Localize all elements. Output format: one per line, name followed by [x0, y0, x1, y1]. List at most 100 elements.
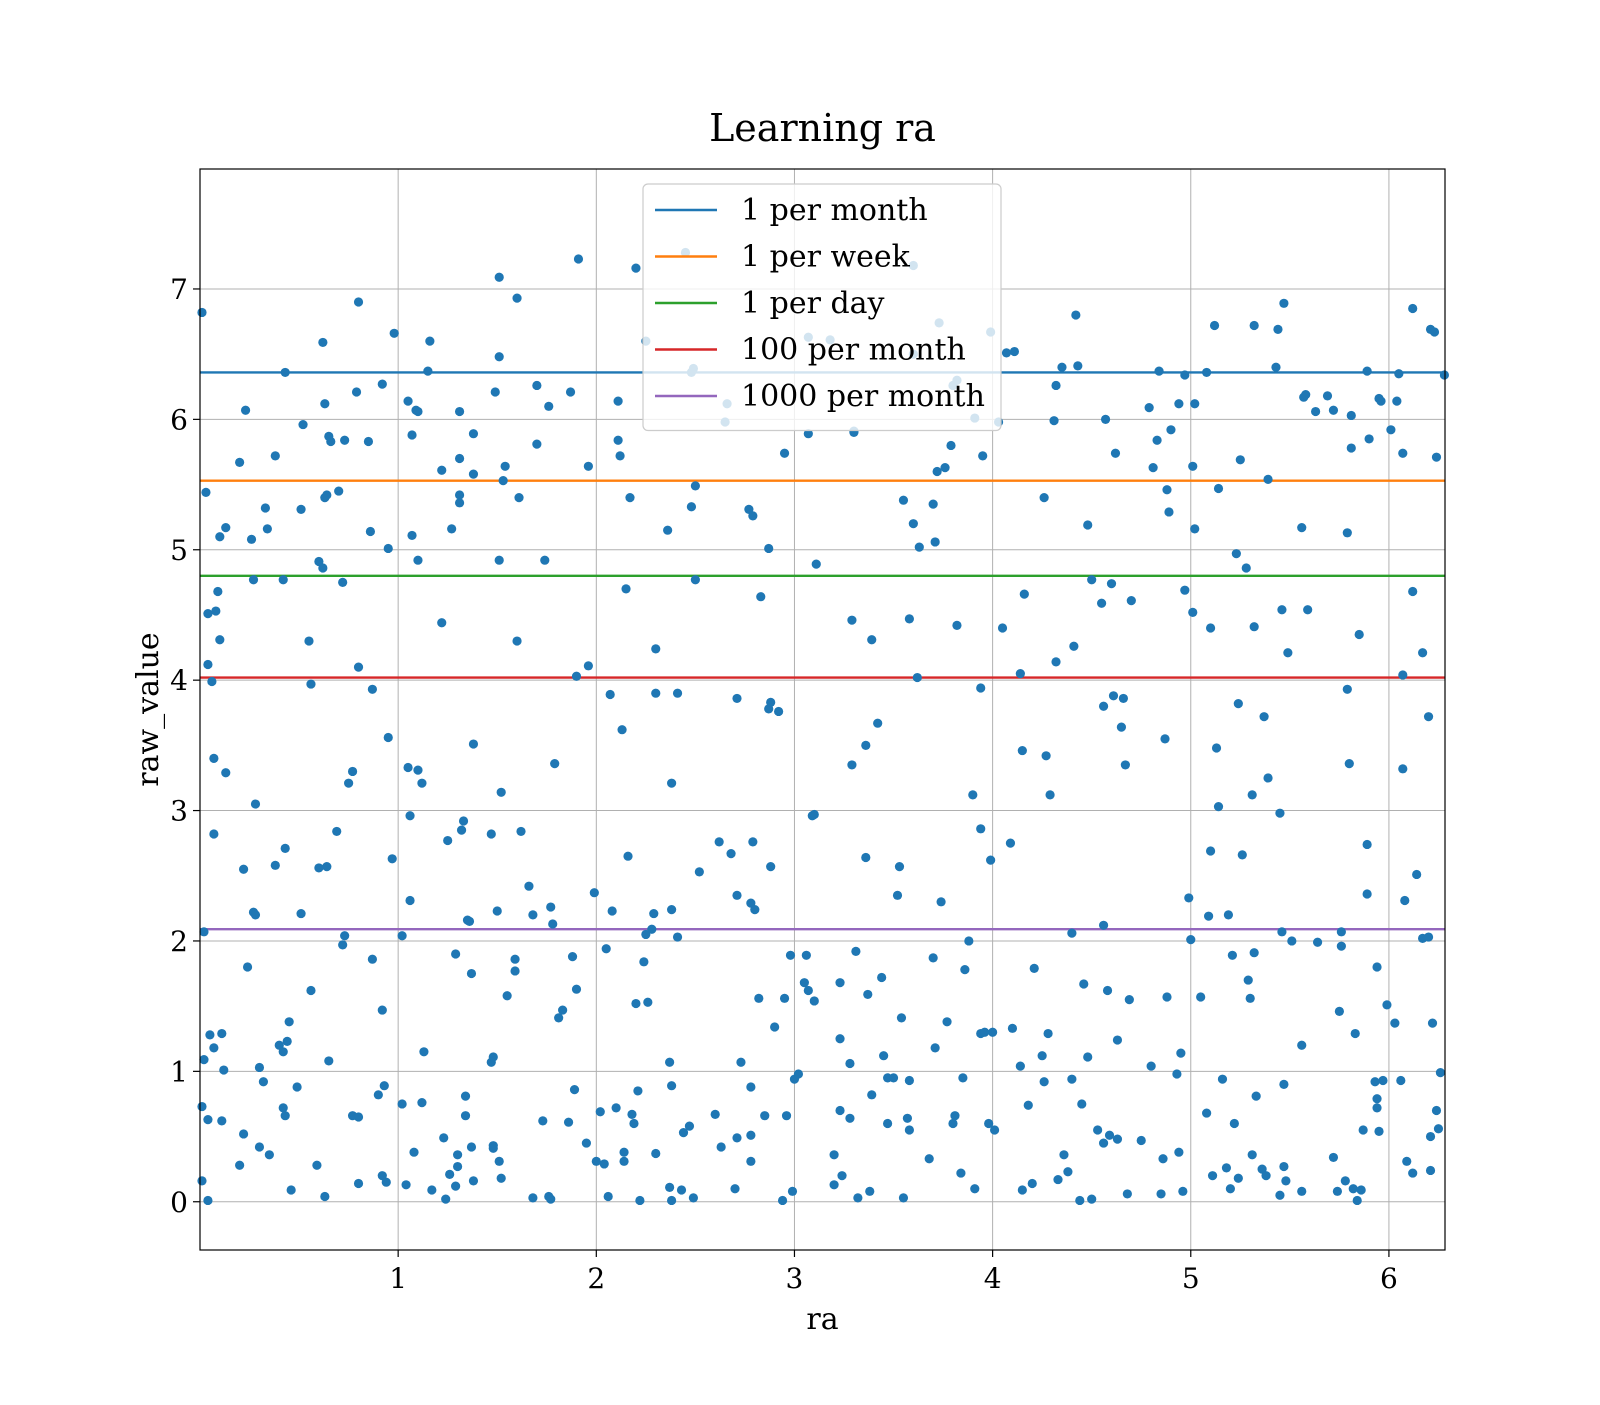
data-point — [1116, 722, 1127, 732]
data-point — [197, 307, 207, 318]
data-point — [736, 1057, 746, 1067]
data-point — [441, 1194, 451, 1204]
data-point — [599, 1159, 609, 1169]
y-tick-label: 5 — [170, 534, 188, 567]
data-point — [351, 387, 362, 397]
data-point — [203, 1115, 213, 1125]
data-point — [595, 1107, 605, 1117]
data-point — [1364, 434, 1374, 444]
data-point — [1001, 348, 1012, 358]
data-point — [904, 614, 914, 624]
data-point — [270, 860, 280, 870]
data-point — [694, 867, 704, 877]
data-point — [1217, 1074, 1228, 1084]
data-point — [387, 854, 397, 864]
data-point — [209, 1043, 219, 1053]
data-point — [1311, 406, 1321, 417]
data-point — [1279, 1079, 1289, 1089]
data-point — [558, 1005, 568, 1015]
data-point — [490, 387, 500, 397]
data-point — [908, 519, 918, 529]
data-point — [496, 1173, 506, 1183]
data-point — [989, 1125, 1000, 1135]
data-point — [1063, 1167, 1073, 1177]
data-point — [1259, 712, 1269, 722]
data-point — [468, 1176, 479, 1186]
data-point — [413, 555, 423, 565]
data-point — [649, 908, 659, 919]
data-point — [454, 406, 465, 417]
data-point — [1273, 324, 1283, 334]
data-point — [1279, 1161, 1289, 1172]
data-point — [451, 1181, 461, 1191]
data-point — [454, 498, 465, 508]
data-point — [1162, 992, 1172, 1002]
data-point — [443, 835, 453, 846]
legend-label: 1000 per month — [741, 379, 985, 414]
data-point — [1431, 452, 1442, 462]
data-point — [203, 659, 213, 670]
data-point — [1176, 1048, 1186, 1058]
data-point — [613, 435, 623, 445]
data-point — [1358, 1125, 1368, 1135]
data-point — [665, 1182, 675, 1193]
data-point — [445, 1169, 455, 1179]
data-point — [197, 1101, 207, 1112]
data-point — [760, 1111, 770, 1121]
data-point — [510, 954, 520, 964]
data-point — [623, 851, 633, 861]
data-point — [1233, 1173, 1243, 1183]
data-point — [1087, 1194, 1097, 1204]
data-point — [306, 679, 316, 689]
data-point — [1372, 962, 1382, 972]
data-point — [1059, 1150, 1069, 1160]
data-point — [1372, 1094, 1382, 1104]
data-point — [494, 352, 504, 362]
data-point — [571, 984, 582, 994]
data-point — [940, 463, 950, 473]
data-point — [524, 881, 534, 891]
data-point — [1102, 985, 1113, 996]
data-point — [986, 855, 996, 865]
data-point — [340, 435, 350, 445]
data-point — [379, 1081, 389, 1091]
data-point — [1346, 410, 1356, 421]
data-point — [1045, 790, 1055, 800]
data-point — [1037, 1051, 1047, 1061]
data-point — [367, 954, 377, 964]
data-point — [498, 476, 508, 486]
data-point — [488, 1052, 498, 1062]
data-point — [1098, 1138, 1109, 1148]
data-point — [774, 706, 784, 717]
data-point — [1110, 448, 1121, 458]
data-point — [1342, 684, 1352, 694]
data-point — [217, 1028, 227, 1039]
data-point — [631, 263, 641, 273]
data-point — [565, 387, 576, 397]
data-point — [651, 644, 661, 654]
data-point — [770, 1022, 780, 1032]
data-point — [488, 1143, 498, 1153]
data-point — [235, 1160, 245, 1170]
data-point — [779, 993, 790, 1003]
data-point — [554, 1013, 564, 1023]
data-point — [282, 1036, 292, 1046]
data-point — [629, 1118, 639, 1129]
y-tick-label: 7 — [170, 273, 188, 306]
data-point — [468, 429, 479, 439]
data-point — [1281, 1176, 1291, 1186]
data-point — [667, 1081, 677, 1091]
data-point — [452, 1161, 463, 1172]
data-point — [672, 932, 683, 942]
data-point — [732, 1133, 742, 1143]
data-point — [1227, 950, 1237, 960]
data-point — [1154, 366, 1164, 376]
data-point — [1083, 520, 1093, 530]
data-point — [1344, 759, 1354, 769]
data-point — [1053, 1174, 1063, 1185]
data-point — [1297, 1040, 1307, 1050]
data-point — [296, 908, 306, 919]
data-point — [502, 991, 512, 1001]
data-point — [1297, 522, 1307, 533]
